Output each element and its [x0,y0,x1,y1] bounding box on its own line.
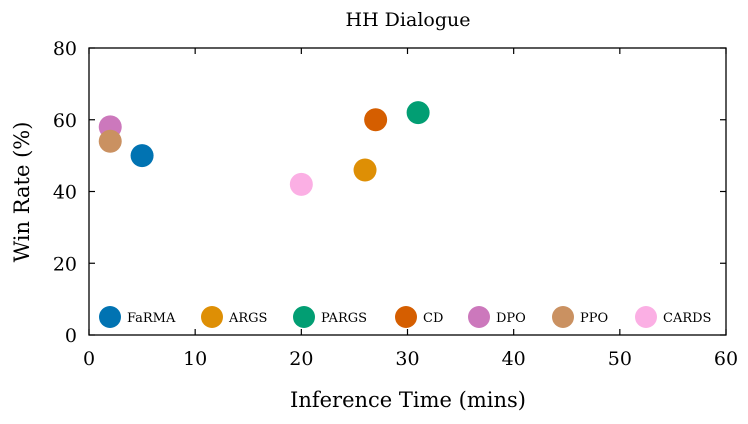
legend-marker-ppo [552,306,574,328]
x-axis-label: Inference Time (mins) [290,388,526,412]
legend-marker-pargs [293,306,315,328]
legend-marker-farma [99,306,121,328]
legend-label-ppo: PPO [580,311,608,326]
plot-area [88,47,727,336]
legend-label-cd: CD [423,311,443,326]
point-ppo [98,129,122,153]
legend: FaRMA ARGS PARGS CD DPO PPO CARDS [99,306,711,328]
x-tick-label: 40 [502,348,526,370]
legend-marker-cards [635,306,657,328]
x-tick-label: 60 [714,348,738,370]
legend-marker-dpo [468,306,490,328]
legend-marker-cd [395,306,417,328]
point-cards [289,172,313,196]
y-tick-label: 40 [53,182,77,204]
legend-label-args: ARGS [228,311,267,326]
chart-title: HH Dialogue [346,9,471,31]
y-tick-label: 80 [53,38,77,60]
x-tick-label: 0 [83,348,95,370]
legend-marker-args [201,306,223,328]
point-pargs [406,101,430,125]
y-tick-label: 20 [53,253,77,275]
data-points [98,101,430,196]
x-tick-label: 20 [289,348,313,370]
axis-ticks: 0 10 20 30 40 50 60 0 20 40 60 80 [53,38,738,370]
point-cd [364,108,388,132]
y-tick-label: 0 [65,325,77,347]
x-tick-label: 50 [608,348,632,370]
legend-label-dpo: DPO [496,311,526,326]
x-tick-label: 30 [395,348,419,370]
y-tick-label: 60 [53,110,77,132]
legend-label-farma: FaRMA [127,311,176,326]
legend-label-pargs: PARGS [321,311,367,326]
legend-label-cards: CARDS [663,311,711,326]
point-args [353,158,377,182]
y-axis-label: Win Rate (%) [10,122,34,263]
point-farma [130,144,154,168]
x-tick-label: 10 [183,348,207,370]
